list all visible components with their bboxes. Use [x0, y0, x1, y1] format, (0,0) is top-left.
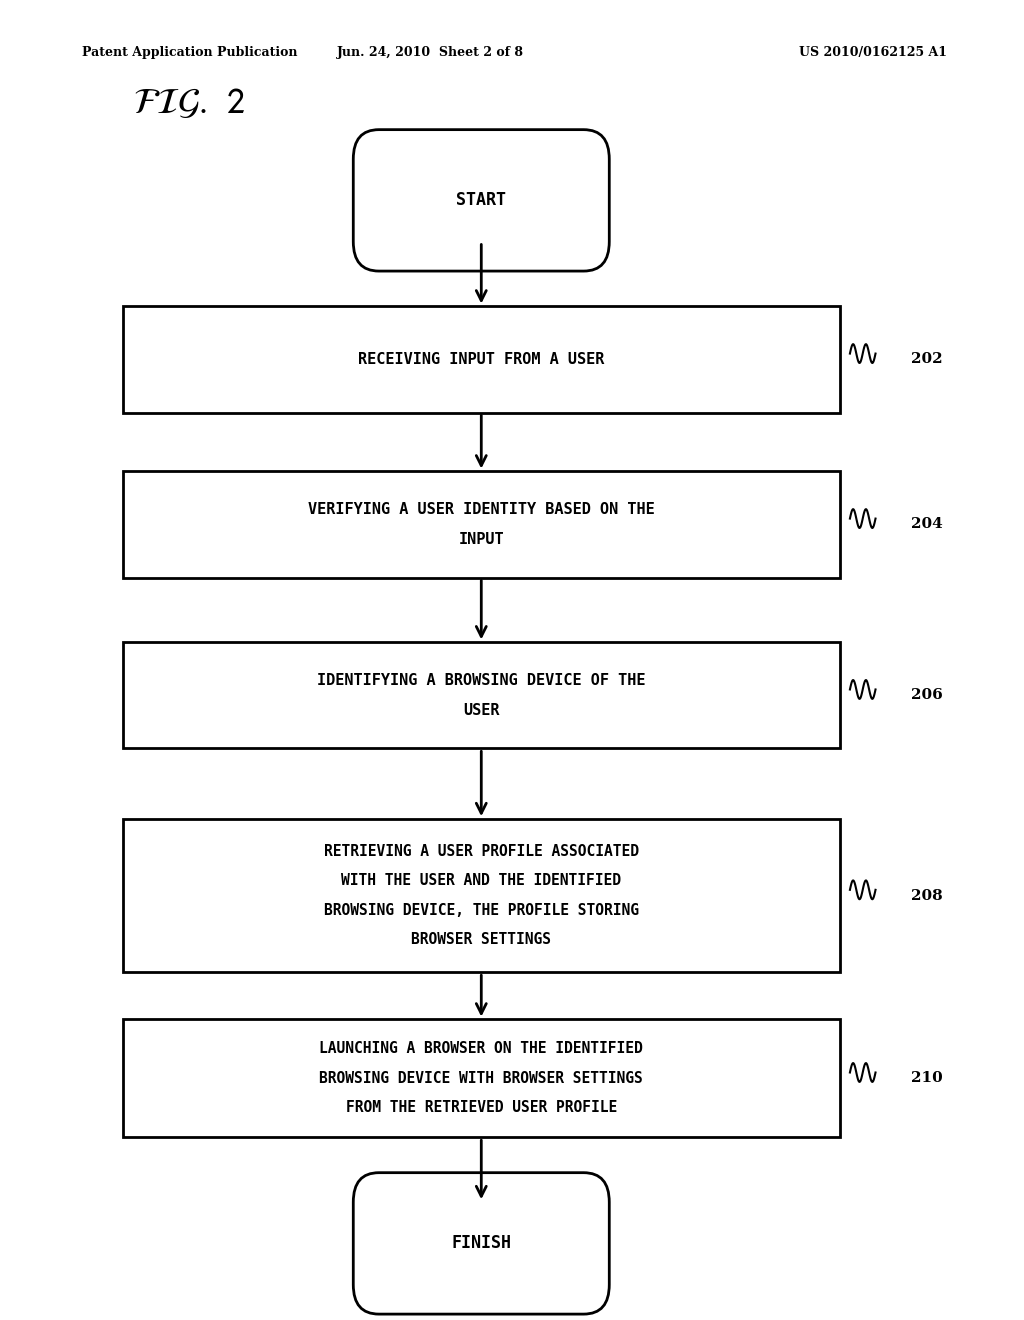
- Text: 204: 204: [911, 517, 943, 532]
- Text: INPUT: INPUT: [459, 532, 504, 546]
- Bar: [123, 820, 840, 973]
- FancyBboxPatch shape: [353, 129, 609, 271]
- Text: WITH THE USER AND THE IDENTIFIED: WITH THE USER AND THE IDENTIFIED: [341, 874, 622, 888]
- Text: 208: 208: [911, 888, 943, 903]
- Text: BROWSING DEVICE WITH BROWSER SETTINGS: BROWSING DEVICE WITH BROWSER SETTINGS: [319, 1071, 643, 1086]
- Text: START: START: [457, 191, 506, 210]
- Text: Jun. 24, 2010  Sheet 2 of 8: Jun. 24, 2010 Sheet 2 of 8: [337, 46, 523, 59]
- Bar: [123, 306, 840, 413]
- Text: 210: 210: [911, 1072, 943, 1085]
- FancyBboxPatch shape: [353, 1172, 609, 1315]
- Text: USER: USER: [463, 702, 500, 718]
- Text: 206: 206: [911, 688, 943, 702]
- Text: US 2010/0162125 A1: US 2010/0162125 A1: [799, 46, 947, 59]
- Text: LAUNCHING A BROWSER ON THE IDENTIFIED: LAUNCHING A BROWSER ON THE IDENTIFIED: [319, 1041, 643, 1056]
- Text: $\mathcal{FIG.\ 2}$: $\mathcal{FIG.\ 2}$: [133, 86, 245, 120]
- Text: Patent Application Publication: Patent Application Publication: [82, 46, 297, 59]
- Text: IDENTIFYING A BROWSING DEVICE OF THE: IDENTIFYING A BROWSING DEVICE OF THE: [317, 673, 645, 688]
- Text: BROWSER SETTINGS: BROWSER SETTINGS: [412, 932, 551, 948]
- Text: 202: 202: [911, 352, 943, 367]
- Text: RETRIEVING A USER PROFILE ASSOCIATED: RETRIEVING A USER PROFILE ASSOCIATED: [324, 843, 639, 859]
- Text: VERIFYING A USER IDENTITY BASED ON THE: VERIFYING A USER IDENTITY BASED ON THE: [308, 502, 654, 517]
- Text: FINISH: FINISH: [452, 1234, 511, 1253]
- Bar: [123, 471, 840, 578]
- Text: FROM THE RETRIEVED USER PROFILE: FROM THE RETRIEVED USER PROFILE: [346, 1101, 616, 1115]
- Bar: [123, 1019, 840, 1138]
- Text: BROWSING DEVICE, THE PROFILE STORING: BROWSING DEVICE, THE PROFILE STORING: [324, 903, 639, 917]
- Text: RECEIVING INPUT FROM A USER: RECEIVING INPUT FROM A USER: [358, 352, 604, 367]
- Bar: [123, 643, 840, 748]
